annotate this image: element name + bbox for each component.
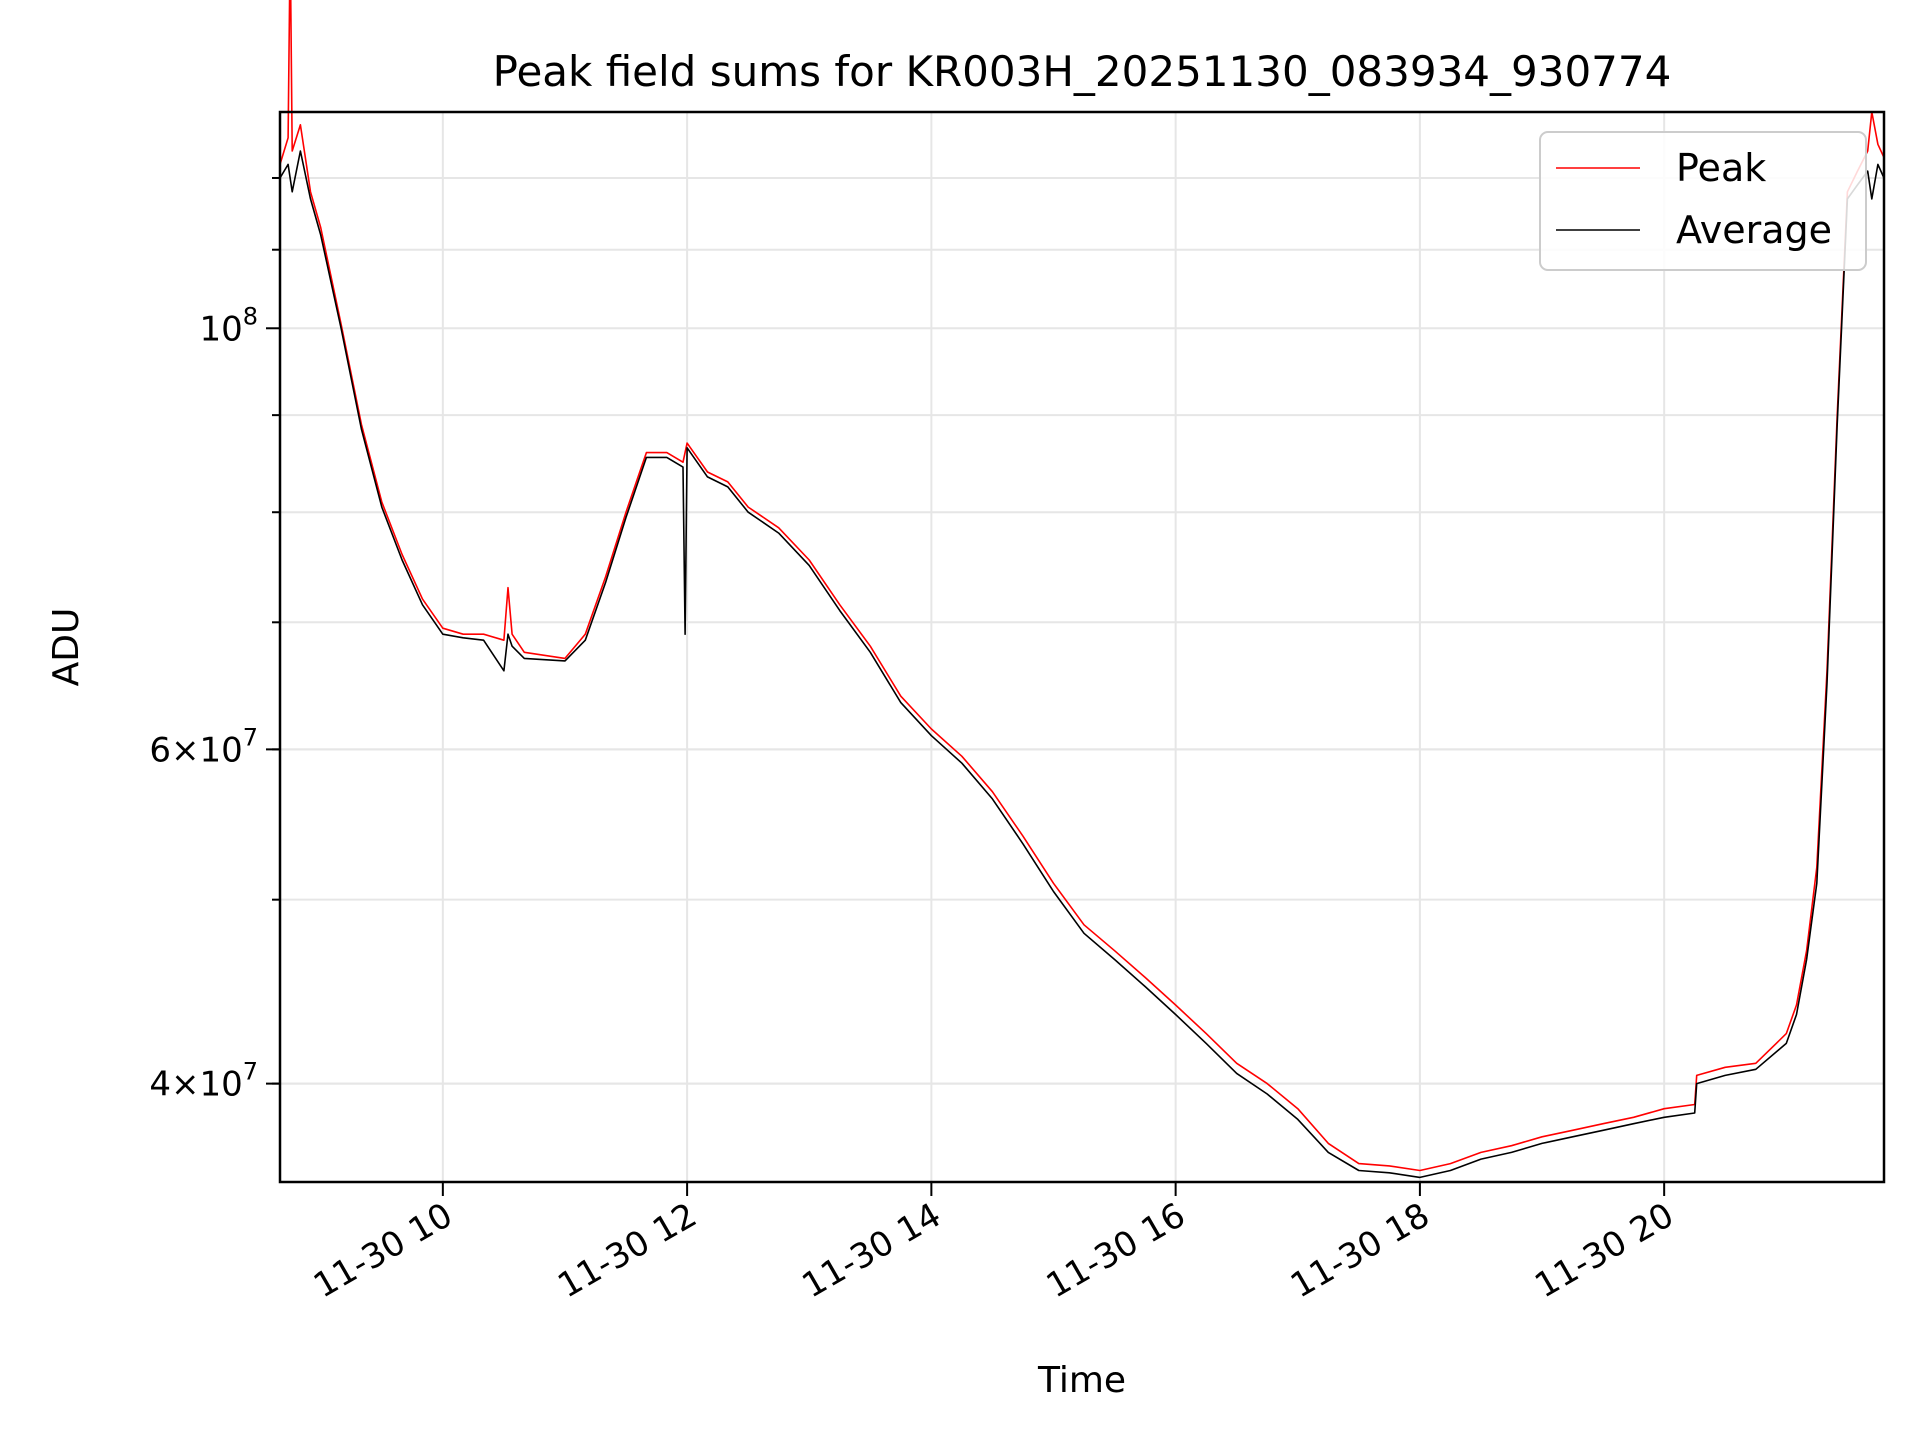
x-axis-label: Time	[1037, 1360, 1126, 1401]
y-axis-ticks: 4×107 6×107 108	[149, 176, 280, 1105]
x-tick-label: 11-30 10	[307, 1195, 459, 1306]
y-tick-label: 108	[199, 302, 258, 349]
x-tick-label: 11-30 12	[551, 1195, 703, 1306]
x-tick-label: 11-30 16	[1040, 1195, 1192, 1306]
plot-area-frame	[278, 110, 1886, 1184]
series-line-peak	[279, 0, 1885, 1172]
x-tick-label: 11-30 18	[1284, 1195, 1436, 1306]
y-axis-label: ADU	[46, 608, 87, 687]
y-tick-label: 6×107	[149, 723, 258, 770]
legend-label-average: Average	[1676, 208, 1832, 252]
x-tick-label: 11-30 14	[795, 1195, 947, 1306]
x-tick-label: 11-30 20	[1528, 1195, 1680, 1306]
x-axis-ticks: 11-30 10 11-30 12 11-30 14 11-30 16 11-30 18…	[307, 1182, 1681, 1306]
grid-lines	[280, 112, 1884, 1182]
legend: Peak Average	[1539, 131, 1867, 271]
chart-title: Peak field sums for KR003H_20251130_0839…	[493, 47, 1672, 96]
legend-box	[1539, 131, 1867, 271]
legend-label-peak: Peak	[1676, 146, 1766, 190]
y-tick-label: 4×107	[149, 1058, 258, 1105]
plot-series	[279, 0, 1885, 1179]
series-line-average	[279, 150, 1885, 1179]
